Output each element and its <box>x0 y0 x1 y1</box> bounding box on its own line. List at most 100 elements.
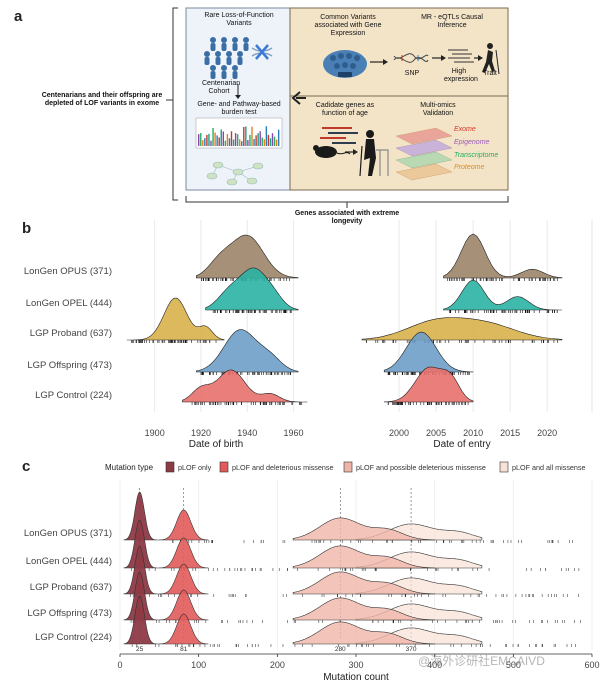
median-label: 370 <box>406 646 417 653</box>
burden-bar <box>236 134 239 146</box>
omics-label-exome: Exome <box>454 126 476 133</box>
burden-bar <box>222 131 224 146</box>
panel-b-letter: b <box>22 220 32 237</box>
people-icon-cluster <box>204 37 249 79</box>
legend-swatch <box>219 461 229 473</box>
rare-lof-title: Rare Loss-of-Function Variants <box>204 12 274 27</box>
omics-label-proteome: Proteome <box>454 164 485 171</box>
birth-tick-label: 1920 <box>191 428 211 438</box>
burden-bar <box>259 131 261 146</box>
legend-label: pLOF and all missense <box>512 463 586 472</box>
mutation-density-ridge <box>292 517 436 541</box>
entry-tick-label: 2000 <box>389 428 409 438</box>
group-label: LGP Offspring (473) <box>27 360 112 371</box>
burden-bar <box>214 132 216 146</box>
dna-helix-icon <box>393 53 429 63</box>
x-tick-label: 0 <box>117 660 122 670</box>
mutation-density-ridge <box>123 571 160 621</box>
birth-tick-label: 1960 <box>283 428 303 438</box>
dna-cross-icon <box>251 44 273 60</box>
mutation-density-ridge <box>292 621 436 645</box>
birth-density-ridge <box>195 234 299 279</box>
entry-density-ridge <box>383 366 474 403</box>
burden-bar <box>218 137 220 146</box>
entry-axis-title: Date of entry <box>433 439 490 450</box>
mutation-density-ridge <box>292 597 436 621</box>
panel-a-diagram <box>166 7 509 208</box>
mutation-density-ridge <box>292 571 436 595</box>
burden-bar <box>230 131 233 146</box>
burden-bar <box>208 133 210 146</box>
group-label: LonGen OPEL (444) <box>26 556 112 567</box>
trait-figure-icon <box>482 43 500 75</box>
candidate-gene-bars-icon <box>320 127 358 144</box>
group-label: LGP Control (224) <box>35 632 112 643</box>
burden-bar <box>228 138 231 146</box>
entry-density-ridge <box>443 233 563 279</box>
entry-density-ridge <box>383 331 474 373</box>
x-tick-label: 200 <box>270 660 285 670</box>
burden-bar <box>245 126 247 146</box>
mutation-density-ridge <box>158 613 209 645</box>
burden-bar <box>267 134 270 146</box>
population-crowd-icon <box>323 50 367 78</box>
elderly-person-icon <box>359 130 389 177</box>
legend-label: pLOF only <box>178 463 212 472</box>
burden-bar <box>255 135 257 146</box>
burden-bar <box>232 139 235 146</box>
mutation-density-ridge <box>123 595 160 645</box>
mr-eqtl-label: MR - eQTLs Causal Inference <box>421 14 483 29</box>
burden-bar <box>243 126 245 146</box>
multi-omics-layers-icon <box>395 127 453 181</box>
burden-bar <box>216 135 218 146</box>
watermark-text: @海外诊研社EMCAIVD <box>418 654 545 668</box>
burden-bar <box>220 129 222 146</box>
burden-bar <box>269 138 272 146</box>
birth-axis-title: Date of birth <box>189 439 243 450</box>
x-tick-label: 300 <box>348 660 363 670</box>
mutation-density-ridge <box>123 491 160 541</box>
burden-bar <box>271 133 274 146</box>
burden-bar <box>206 134 208 146</box>
pathway-network-icon <box>206 161 264 186</box>
birth-density-ridge <box>126 297 225 341</box>
x-tick-label: 600 <box>584 660 599 670</box>
x-tick-label: 400 <box>427 660 442 670</box>
legend-label: pLOF and possible deleterious missense <box>356 463 486 472</box>
entry-tick-label: 2010 <box>463 428 483 438</box>
centenarian-cohort-label: Centenarian Cohort <box>202 80 241 95</box>
burden-bar <box>241 141 243 146</box>
bottom-claim-text: Genes associated with extreme longevity <box>294 210 400 225</box>
left-claim-text: Centenarians and their offspring are dep… <box>41 92 163 107</box>
burden-bar <box>261 137 263 146</box>
mouse-icon <box>313 145 351 158</box>
burden-bar <box>224 140 227 146</box>
trait-label: Trait <box>483 70 497 77</box>
high-expression-label: High expression <box>444 68 478 83</box>
birth-density-ridge <box>195 329 299 373</box>
mutation-density-ridge <box>158 589 209 621</box>
burden-bar <box>263 139 265 146</box>
burden-test-label: Gene- and Pathway-based burden test <box>197 101 281 116</box>
entry-density-ridge <box>443 279 562 311</box>
median-label: 81 <box>180 646 188 653</box>
x-tick-label: 500 <box>506 660 521 670</box>
burden-bar <box>198 134 200 146</box>
legend-swatch <box>343 461 353 473</box>
entry-tick-label: 2005 <box>426 428 446 438</box>
birth-tick-label: 1900 <box>145 428 165 438</box>
burden-bar <box>210 140 212 146</box>
omics-label-transcriptome: Transcriptome <box>454 152 499 159</box>
mutation-density-ridge <box>292 545 436 569</box>
burden-bar <box>249 134 251 146</box>
burden-bar <box>202 140 204 146</box>
median-label: 25 <box>136 646 144 653</box>
group-label: LGP Proband (637) <box>30 328 112 339</box>
mutation-density-ridge <box>158 509 209 541</box>
birth-density-ridge <box>205 267 299 311</box>
entry-tick-label: 2020 <box>537 428 557 438</box>
burden-bar <box>226 134 229 146</box>
burden-bar <box>239 139 241 146</box>
burden-bar <box>257 133 259 146</box>
burden-bar <box>277 129 280 146</box>
